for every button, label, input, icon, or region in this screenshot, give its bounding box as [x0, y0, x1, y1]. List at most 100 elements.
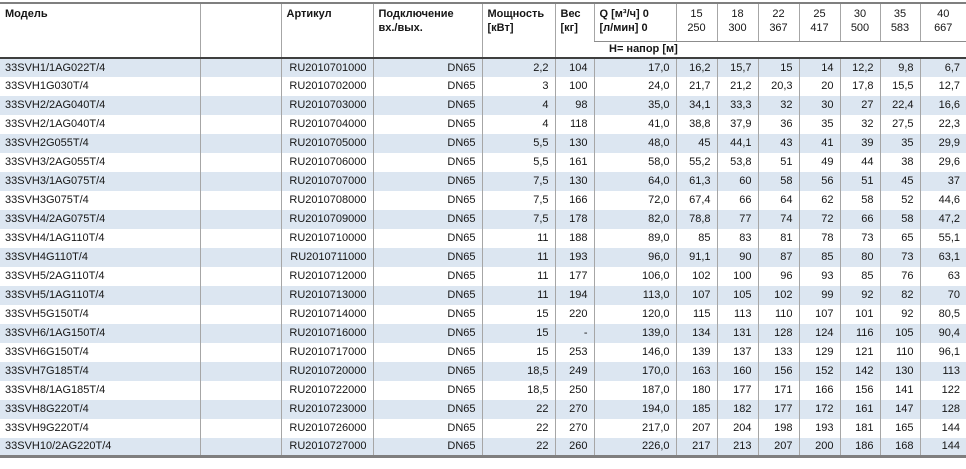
- cell-head-q15: 102: [675, 266, 717, 286]
- cell-article: RU2010722000: [280, 380, 373, 400]
- cell-head-q30: 186: [839, 437, 880, 457]
- cell-head-q22: 177: [757, 399, 799, 419]
- cell-head-q40: 37: [919, 171, 966, 191]
- table-row: 33SVH5/1AG110T/4 RU2010713000 DN65 11 19…: [0, 285, 966, 305]
- cell-connection: DN65: [372, 285, 482, 305]
- cell-head-q15: 34,1: [675, 95, 717, 115]
- cell-article: RU2010704000: [280, 114, 373, 134]
- col-header-power: Мощность [кВт]: [481, 3, 555, 59]
- col-header-blank: [199, 3, 281, 59]
- col-header-model: Модель: [0, 3, 200, 59]
- cell-head-q22: 198: [757, 418, 799, 438]
- cell-article: RU2010714000: [280, 304, 373, 324]
- connection-label-line2: вх./вых.: [378, 22, 423, 34]
- cell-connection: DN65: [372, 114, 482, 134]
- table-row: 33SVH1/1AG022T/4 RU2010701000 DN65 2,2 1…: [0, 57, 966, 77]
- cell-power: 22: [481, 418, 555, 438]
- cell-weight: 193: [554, 247, 594, 267]
- cell-head-q30: 161: [839, 399, 880, 419]
- cell-power: 7,5: [481, 171, 555, 191]
- cell-head-q15: 207: [675, 418, 717, 438]
- cell-head-q40: 80,5: [919, 304, 966, 324]
- power-label-line2: [кВт]: [487, 22, 514, 34]
- cell-head-q18: 182: [716, 399, 758, 419]
- cell-connection: DN65: [372, 380, 482, 400]
- cell-head-q25: 166: [798, 380, 840, 400]
- col-header-article: Артикул: [280, 3, 373, 59]
- cell-weight: 166: [554, 190, 594, 210]
- cell-connection: DN65: [372, 133, 482, 153]
- table-row: 33SVH3/1AG075T/4 RU2010707000 DN65 7,5 1…: [0, 171, 966, 191]
- table-row: 33SVH9G220T/4 RU2010726000 DN65 22 270 2…: [0, 418, 966, 438]
- cell-head-q25: 14: [798, 57, 840, 77]
- cell-model: 33SVH6/1AG150T/4: [5, 327, 106, 339]
- cell-head-q18: 100: [716, 266, 758, 286]
- cell-head-q25: 30: [798, 95, 840, 115]
- cell-head-q15: 185: [675, 399, 717, 419]
- cell-head-q18: 131: [716, 323, 758, 343]
- cell-head-q18: 204: [716, 418, 758, 438]
- q-label-line2: [л/мин] 0: [599, 22, 648, 34]
- cell-head-q35: 35: [879, 133, 920, 153]
- cell-head-q0: 106,0: [593, 266, 676, 286]
- cell-head-q15: 107: [675, 285, 717, 305]
- cell-weight: 270: [554, 418, 594, 438]
- col-header-flow-22: 22 367: [757, 3, 799, 42]
- cell-head-q22: 171: [757, 380, 799, 400]
- cell-head-q22: 20,3: [757, 76, 799, 96]
- col-header-flow-18: 18 300: [716, 3, 758, 42]
- cell-power: 15: [481, 342, 555, 362]
- cell-head-q15: 115: [675, 304, 717, 324]
- cell-head-q30: 51: [839, 171, 880, 191]
- cell-head-q18: 113: [716, 304, 758, 324]
- cell-head-q40: 44,6: [919, 190, 966, 210]
- cell-head-q25: 35: [798, 114, 840, 134]
- cell-article: RU2010710000: [280, 228, 373, 248]
- cell-head-q15: 91,1: [675, 247, 717, 267]
- cell-blank: [199, 57, 281, 77]
- cell-head-q30: 181: [839, 418, 880, 438]
- cell-model: 33SVH4/1AG110T/4: [5, 232, 105, 244]
- cell-head-q15: 139: [675, 342, 717, 362]
- cell-head-q40: 70: [919, 285, 966, 305]
- cell-head-q18: 15,7: [716, 57, 758, 77]
- cell-head-q30: 58: [839, 190, 880, 210]
- cell-blank: [199, 171, 281, 191]
- cell-blank: [199, 342, 281, 362]
- cell-power: 7,5: [481, 190, 555, 210]
- table-row: 33SVH4G110T/4 RU2010711000 DN65 11 193 9…: [0, 247, 966, 267]
- cell-head-q30: 121: [839, 342, 880, 362]
- table-body: 33SVH1/1AG022T/4 RU2010701000 DN65 2,2 1…: [0, 57, 966, 457]
- cell-head-q30: 92: [839, 285, 880, 305]
- cell-power: 4: [481, 95, 555, 115]
- cell-power: 3: [481, 76, 555, 96]
- cell-power: 15: [481, 304, 555, 324]
- cell-weight: 118: [554, 114, 594, 134]
- cell-head-q0: 82,0: [593, 209, 676, 229]
- cell-head-q35: 82: [879, 285, 920, 305]
- table-row: 33SVH8G220T/4 RU2010723000 DN65 22 270 1…: [0, 399, 966, 419]
- cell-head-q30: 101: [839, 304, 880, 324]
- cell-connection: DN65: [372, 57, 482, 77]
- cell-power: 22: [481, 399, 555, 419]
- cell-head-q15: 134: [675, 323, 717, 343]
- cell-blank: [199, 228, 281, 248]
- table-row: 33SVH7G185T/4 RU2010720000 DN65 18,5 249…: [0, 361, 966, 381]
- cell-head-q40: 55,1: [919, 228, 966, 248]
- cell-head-q25: 200: [798, 437, 840, 457]
- cell-blank: [199, 76, 281, 96]
- cell-model: 33SVH3/2AG055T/4: [5, 156, 106, 168]
- cell-head-q18: 60: [716, 171, 758, 191]
- cell-connection: DN65: [372, 304, 482, 324]
- cell-connection: DN65: [372, 228, 482, 248]
- cell-article: RU2010712000: [280, 266, 373, 286]
- cell-blank: [199, 361, 281, 381]
- cell-head-q22: 128: [757, 323, 799, 343]
- cell-blank: [199, 323, 281, 343]
- cell-connection: DN65: [372, 190, 482, 210]
- cell-weight: 253: [554, 342, 594, 362]
- cell-head-q40: 128: [919, 399, 966, 419]
- cell-head-q0: 139,0: [593, 323, 676, 343]
- col-header-flow-35: 35 583: [879, 3, 920, 42]
- cell-head-q25: 99: [798, 285, 840, 305]
